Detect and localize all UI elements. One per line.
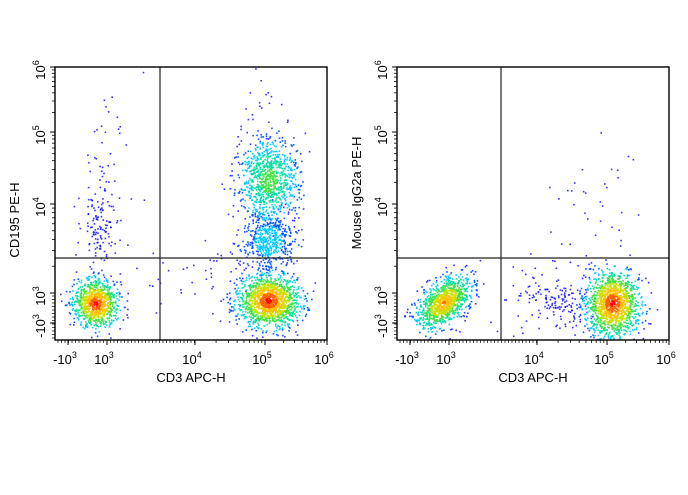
x-tick-label: 105 [252,350,271,367]
y-tick-label: 105 [373,125,390,144]
y-tick-label: -103 [373,314,390,338]
plot-isotype-vs-cd3: -103 103 104 105 106 106 105 104 103 -103 CD3 APC… [349,60,676,385]
y-tick-label: 104 [373,197,390,216]
x-axis-label: CD3 APC-H [156,370,225,385]
y-tick-label: 106 [31,60,48,79]
x-tick-label: -103 [395,350,419,367]
x-tick-label: 104 [524,350,543,367]
x-tick-label: -103 [53,350,77,367]
x-axis-label: CD3 APC-H [498,370,567,385]
y-tick-label: 104 [31,197,48,216]
y-axis-label: Mouse IgG2a PE-H [349,137,364,250]
plot-cd195-vs-cd3: -103 103 104 105 106 106 105 104 103 -103 CD3 APC… [7,60,334,385]
x-tick-label: 105 [594,350,613,367]
x-tick-label: 103 [436,350,455,367]
y-tick-label: 103 [373,286,390,305]
y-axis-label: CD195 PE-H [7,182,22,257]
density-dots [60,68,316,339]
x-tick-label: 106 [656,350,675,367]
density-dots [404,132,658,340]
y-tick-label: 103 [31,286,48,305]
y-tick-label: 106 [373,60,390,79]
x-tick-label: 104 [182,350,201,367]
x-tick-label: 106 [314,350,333,367]
y-tick-label: 105 [31,125,48,144]
y-tick-label: -103 [31,314,48,338]
x-tick-label: 103 [94,350,113,367]
